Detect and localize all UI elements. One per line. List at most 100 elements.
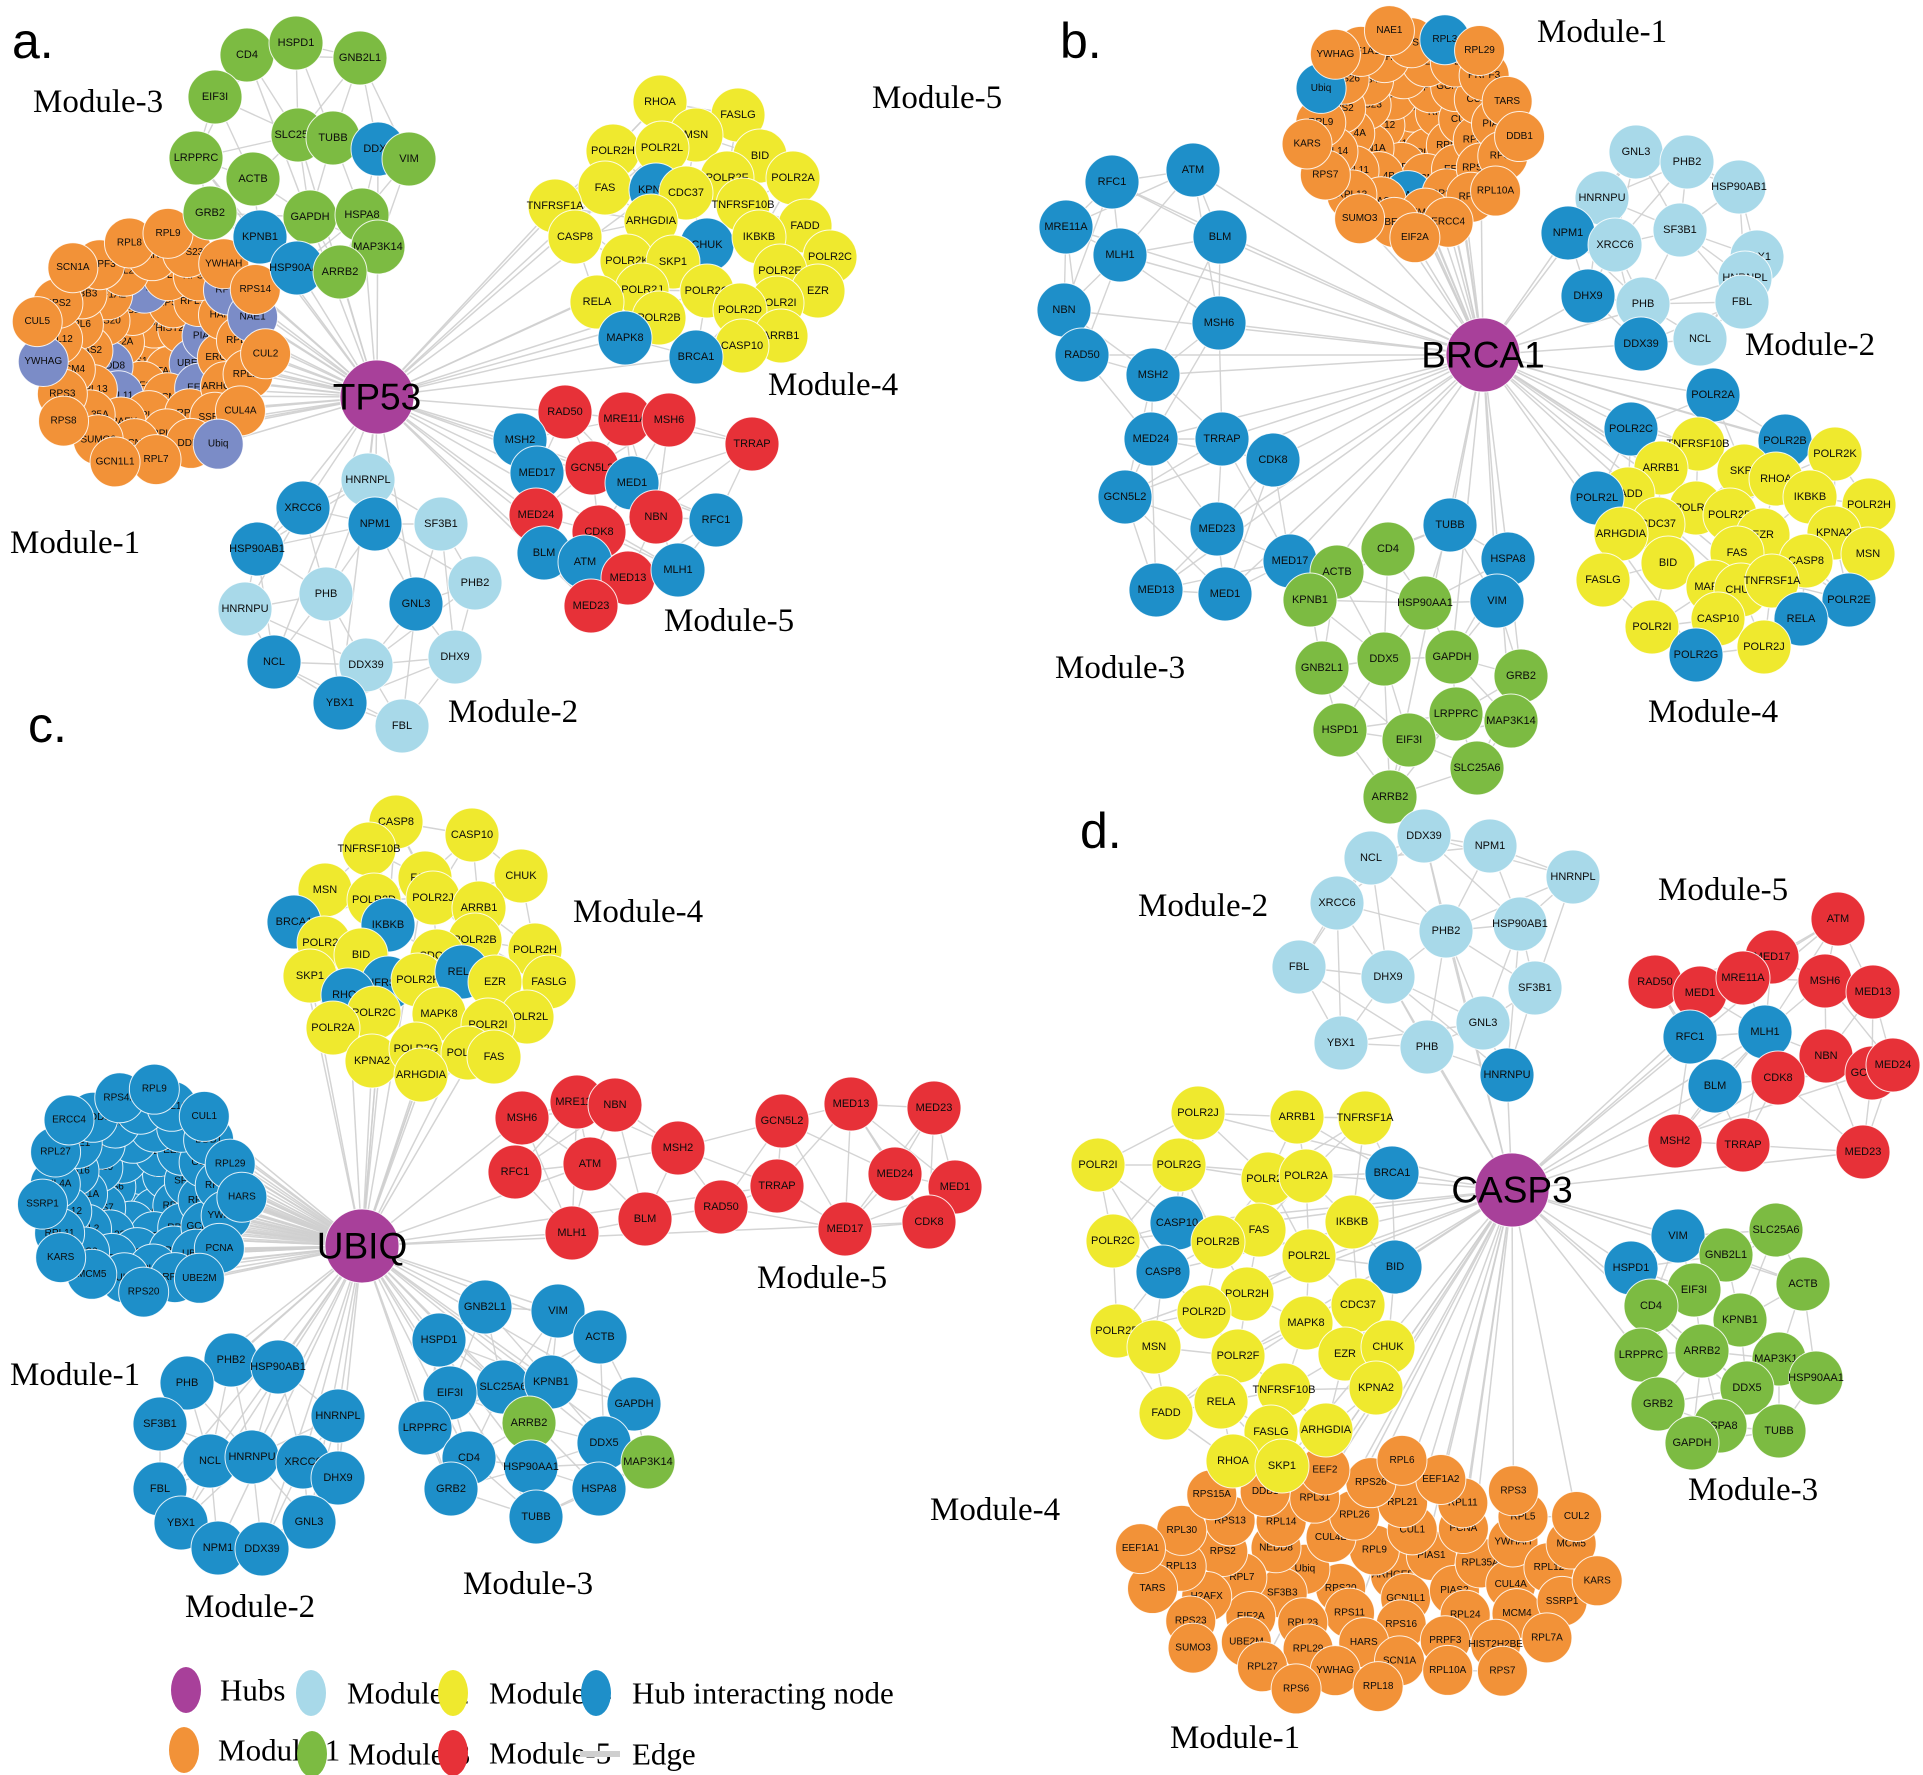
node-cdk8[interactable]: CDK8 — [1750, 1050, 1806, 1106]
node-polr2h[interactable]: POLR2H — [1219, 1266, 1275, 1322]
node-cdc37[interactable]: CDC37 — [1330, 1277, 1386, 1333]
node-arhgdia[interactable]: ARHGDIA — [1593, 506, 1649, 562]
node-msh2[interactable]: MSH2 — [1125, 347, 1181, 403]
node-med23[interactable]: MED23 — [1835, 1124, 1891, 1180]
node-polr2a[interactable]: POLR2A — [305, 1000, 361, 1056]
node-kpnb1[interactable]: KPNB1 — [1712, 1292, 1768, 1348]
node-eif3i[interactable]: EIF3I — [1381, 712, 1437, 768]
hub-node-brca1[interactable]: BRCA1 — [1421, 317, 1545, 393]
node-trrap[interactable]: TRRAP — [1194, 411, 1250, 467]
node-hnrnpu[interactable]: HNRNPU — [224, 1429, 280, 1485]
node-gapdh[interactable]: GAPDH — [1424, 629, 1480, 685]
node-ddb1[interactable]: DDB1 — [1494, 111, 1546, 163]
node-eif2a[interactable]: EIF2A — [1389, 212, 1441, 264]
node-faslg[interactable]: FASLG — [1575, 552, 1631, 608]
node-rpl10a[interactable]: RPL10A — [1422, 1644, 1474, 1696]
node-grb2[interactable]: GRB2 — [182, 185, 238, 241]
node-rela[interactable]: RELA — [1193, 1374, 1249, 1430]
node-rps6[interactable]: RPS6 — [1270, 1663, 1322, 1715]
node-actb[interactable]: ACTB — [225, 151, 281, 207]
node-med24[interactable]: MED24 — [1865, 1037, 1921, 1093]
node-trrap[interactable]: TRRAP — [749, 1158, 805, 1214]
node-atm[interactable]: ATM — [557, 534, 613, 590]
node-ercc4[interactable]: ERCC4 — [43, 1094, 95, 1146]
node-sumo3[interactable]: SUMO3 — [1167, 1622, 1219, 1674]
node-ncl[interactable]: NCL — [1343, 830, 1399, 886]
node-phb2[interactable]: PHB2 — [447, 555, 503, 611]
node-ybx1[interactable]: YBX1 — [1313, 1015, 1369, 1071]
node-brca1[interactable]: BRCA1 — [1364, 1145, 1420, 1201]
node-hars[interactable]: HARS — [216, 1171, 268, 1223]
node-lrpprc[interactable]: LRPPRC — [168, 130, 224, 186]
node-polr2g[interactable]: POLR2G — [1668, 627, 1724, 683]
node-grb2[interactable]: GRB2 — [1630, 1376, 1686, 1432]
node-med23[interactable]: MED23 — [563, 578, 619, 634]
node-fbl[interactable]: FBL — [1714, 274, 1770, 330]
node-casp10[interactable]: CASP10 — [1149, 1195, 1205, 1251]
node-hsp90aa1[interactable]: HSP90AA1 — [1397, 575, 1453, 631]
node-phb2[interactable]: PHB2 — [1418, 903, 1474, 959]
node-nbn[interactable]: NBN — [587, 1077, 643, 1133]
node-gnb2l1[interactable]: GNB2L1 — [332, 30, 388, 86]
node-npm1[interactable]: NPM1 — [1462, 818, 1518, 874]
node-arhgdia[interactable]: ARHGDIA — [623, 193, 679, 249]
node-trrap[interactable]: TRRAP — [724, 416, 780, 472]
node-polr2i[interactable]: POLR2I — [1624, 599, 1680, 655]
node-hnrnpu[interactable]: HNRNPU — [1574, 170, 1630, 226]
node-phb2[interactable]: PHB2 — [1659, 134, 1715, 190]
node-chuk[interactable]: CHUK — [1360, 1319, 1416, 1375]
node-chuk[interactable]: CHUK — [493, 848, 549, 904]
node-nbn[interactable]: NBN — [1798, 1028, 1854, 1084]
node-mre11a[interactable]: MRE11A — [1715, 950, 1771, 1006]
node-trrap[interactable]: TRRAP — [1715, 1117, 1771, 1173]
hub-node-casp3[interactable]: CASP3 — [1451, 1152, 1573, 1228]
node-fbl[interactable]: FBL — [374, 698, 430, 754]
node-tubb[interactable]: TUBB — [1751, 1403, 1807, 1459]
node-phb2[interactable]: PHB2 — [203, 1332, 259, 1388]
node-eef1a1[interactable]: EEF1A1 — [1114, 1523, 1166, 1575]
node-cd4[interactable]: CD4 — [1623, 1278, 1679, 1334]
node-kpnb1[interactable]: KPNB1 — [232, 209, 288, 265]
node-casp8[interactable]: CASP8 — [547, 209, 603, 265]
node-xrcc6[interactable]: XRCC6 — [1309, 875, 1365, 931]
node-mlh1[interactable]: MLH1 — [1092, 227, 1148, 283]
node-polr2g[interactable]: POLR2G — [1151, 1137, 1207, 1193]
node-blm[interactable]: BLM — [1192, 209, 1248, 265]
node-tubb[interactable]: TUBB — [305, 110, 361, 166]
node-atm[interactable]: ATM — [1165, 142, 1221, 198]
node-atm[interactable]: ATM — [1810, 891, 1866, 947]
node-polr2i[interactable]: POLR2I — [1070, 1137, 1126, 1193]
node-ezr[interactable]: EZR — [790, 263, 846, 319]
hub-node-tp53[interactable]: TP53 — [333, 359, 421, 435]
node-msn[interactable]: MSN — [1840, 526, 1896, 582]
node-tubb[interactable]: TUBB — [1422, 497, 1478, 553]
node-cul5[interactable]: CUL5 — [11, 296, 63, 348]
node-fas[interactable]: FAS — [577, 160, 633, 216]
node-med13[interactable]: MED13 — [1845, 964, 1901, 1020]
node-polr2a[interactable]: POLR2A — [765, 150, 821, 206]
node-msh6[interactable]: MSH6 — [1797, 953, 1853, 1009]
node-ddx5[interactable]: DDX5 — [1356, 631, 1412, 687]
node-rfc1[interactable]: RFC1 — [487, 1144, 543, 1200]
node-msh6[interactable]: MSH6 — [494, 1090, 550, 1146]
node-msn[interactable]: MSN — [1126, 1319, 1182, 1375]
node-skp1[interactable]: SKP1 — [1254, 1438, 1310, 1494]
node-rad50[interactable]: RAD50 — [1054, 327, 1110, 383]
node-cul2[interactable]: CUL2 — [1551, 1490, 1603, 1542]
node-bid[interactable]: BID — [1367, 1239, 1423, 1295]
node-med24[interactable]: MED24 — [1123, 411, 1179, 467]
node-hsp90ab1[interactable]: HSP90AB1 — [1492, 896, 1548, 952]
node-cul1[interactable]: CUL1 — [178, 1090, 230, 1142]
node-rps20[interactable]: RPS20 — [118, 1266, 170, 1318]
node-casp10[interactable]: CASP10 — [444, 807, 500, 863]
node-eif3i[interactable]: EIF3I — [1666, 1262, 1722, 1318]
node-scn1a[interactable]: SCN1A — [47, 242, 99, 294]
node-polr2a[interactable]: POLR2A — [1685, 367, 1741, 423]
node-cul2[interactable]: CUL2 — [240, 328, 292, 380]
node-gnl3[interactable]: GNL3 — [388, 576, 444, 632]
node-kars[interactable]: KARS — [1281, 118, 1333, 170]
node-mapk8[interactable]: MAPK8 — [597, 310, 653, 366]
node-xrcc6[interactable]: XRCC6 — [1587, 217, 1643, 273]
node-polr2j[interactable]: POLR2J — [405, 870, 461, 926]
node-casp10[interactable]: CASP10 — [714, 318, 770, 374]
